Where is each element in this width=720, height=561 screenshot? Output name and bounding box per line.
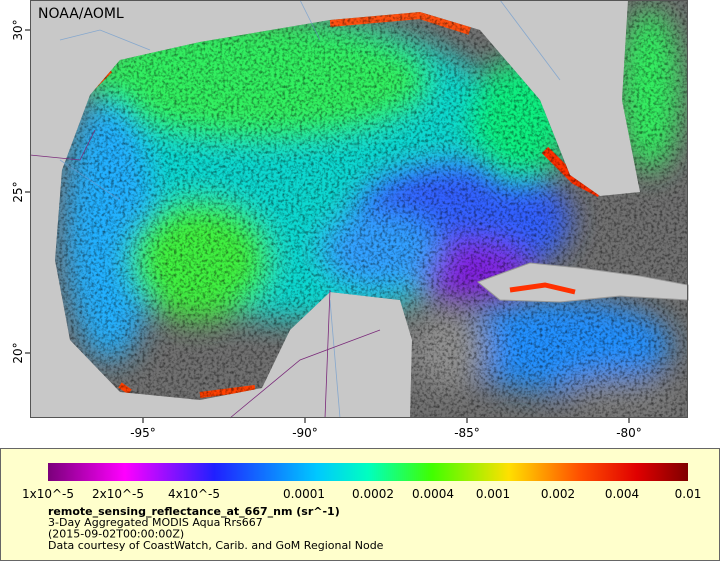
colorbar-labels: 1x10^-5 2x10^-5 4x10^-5 0.0001 0.0002 0.0004 0… (22, 487, 701, 501)
x-tick-label: -85° (454, 426, 480, 440)
colorbar-label: 0.001 (476, 487, 510, 501)
x-tick-label: -90° (292, 426, 318, 440)
x-tick-label: -95° (130, 426, 156, 440)
y-tick-label: 20° (11, 342, 25, 363)
x-tick-label: -80° (616, 426, 642, 440)
colorbar-label: 0.0004 (412, 487, 454, 501)
colorbar (48, 463, 688, 481)
y-tick-label: 25° (11, 181, 25, 202)
caption-line: Data courtesy of CoastWatch, Carib. and … (48, 539, 384, 552)
colorbar-label: 0.002 (541, 487, 575, 501)
map: NOAA/AOML (29, 0, 689, 419)
colorbar-label: 0.01 (675, 487, 702, 501)
colorbar-label: 1x10^-5 (22, 487, 74, 501)
colorbar-label: 0.004 (605, 487, 639, 501)
caption-line: (2015-09-02T00:00:00Z) (48, 528, 184, 541)
watermark: NOAA/AOML (38, 6, 124, 22)
colorbar-label: 4x10^-5 (168, 487, 220, 501)
caption: 3-Day Aggregated MODIS Aqua Rrs667(2015-… (48, 516, 384, 552)
caption-line: 3-Day Aggregated MODIS Aqua Rrs667 (48, 516, 263, 529)
colorbar-label: 0.0002 (352, 487, 394, 501)
colorbar-label: 0.0001 (283, 487, 325, 501)
caption-title: remote_sensing_reflectance_at_667_nm (sr… (48, 505, 340, 518)
y-tick-label: 30° (11, 19, 25, 40)
axes: -95° -90° -85° -80° 30° 25° 20° (11, 19, 642, 440)
map-frame (30, 0, 688, 418)
colorbar-label: 2x10^-5 (92, 487, 144, 501)
